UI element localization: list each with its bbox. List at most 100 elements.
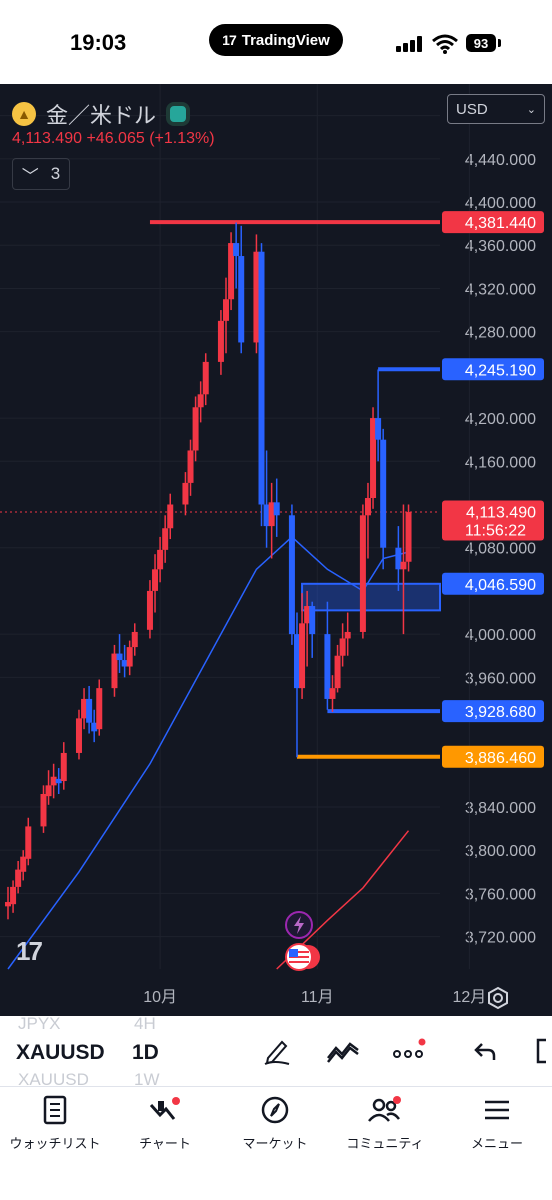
symbol-name[interactable]: 金／米ドル [46,103,157,128]
symbol-header[interactable]: ▲ 金／米ドル [12,98,191,130]
candle-body [75,718,82,753]
chart-settings-icon[interactable] [486,986,510,1010]
fullscreen-icon[interactable] [532,1036,552,1066]
tradingview-pill: 17 TradingView [209,24,343,56]
candle-body [162,528,169,550]
tab-menu[interactable]: メニュー [442,1095,552,1152]
watchlist-icon [43,1095,67,1125]
candle-body [217,320,224,362]
currency-select[interactable]: USD ⌄ [447,94,545,124]
x-tick-label: 11月 [301,989,334,1006]
price-axis-label: 3,886.460 [465,750,536,767]
candle-body [380,439,387,548]
candle-body [111,653,118,689]
scroll-ghost-symbol-bottom: XAUUSD [18,1070,89,1089]
scroll-ghost-interval-top: 4H [134,1014,156,1033]
tab-watchlist[interactable]: ウォッチリスト [0,1095,110,1152]
y-tick-label: 4,000.000 [465,627,536,644]
candle-body [263,504,270,527]
gold-bars-icon: ▲ [12,102,36,126]
candle-body [370,418,377,499]
chevron-down-icon: ⌄ [526,103,536,116]
tab-community[interactable]: コミュニティ [330,1095,440,1152]
candle-body [293,634,300,689]
lightning-event-icon[interactable] [284,910,314,940]
price-change-pct: (+1.13%) [149,130,215,147]
candle-body [364,498,371,516]
y-tick-label: 4,320.000 [465,281,536,298]
candle-body [339,638,346,656]
candle-body [197,394,204,408]
candle-body [146,590,153,630]
x-tick-label: 12月 [452,989,486,1006]
candle-body [40,794,47,827]
indicators-toggle-button[interactable]: ﹀ 3 [12,158,70,190]
candle-body [228,243,235,300]
battery-tip [498,39,501,47]
status-bar: 19:03 17 TradingView 93 [0,0,552,84]
price-axis-label-bg [442,211,544,234]
candle-body [202,361,209,395]
market-open-dot-icon [166,102,191,126]
compass-icon [261,1096,289,1124]
tab-label: メニュー [470,1136,523,1151]
drawing-pen-icon[interactable] [262,1036,292,1066]
candle-body [86,698,93,723]
interval-selector[interactable]: 1D [132,1041,159,1064]
chart-area[interactable]: 4,480.0004,440.0004,400.0004,360.0004,32… [0,84,552,1016]
candle-body [55,778,62,784]
y-tick-label: 4,400.000 [465,195,536,212]
last-price: 4,113.490 [12,130,82,147]
y-tick-label: 4,160.000 [465,454,536,471]
candle-body [309,606,316,635]
price-axis-label-bg [442,572,544,595]
y-tick-label: 4,200.000 [465,411,536,428]
tab-label: ウォッチリスト [9,1136,101,1151]
tradingview-pill-label: TradingView [241,31,330,49]
y-tick-label: 4,280.000 [465,325,536,342]
us-flag-event-icon[interactable] [284,942,324,972]
price-chart[interactable]: 4,480.0004,440.0004,400.0004,360.0004,32… [0,84,552,1016]
price-summary: 4,113.490 +46.065 (+1.13%) [12,130,215,148]
candle-body [268,502,275,527]
chart-toolbar: JPYX 4H XAUUSD 1D XAUUSD 1W [0,1014,552,1089]
tradingview-logo-icon: 17 [222,32,237,48]
candle-body [96,688,103,730]
tab-markets[interactable]: マーケット [220,1095,330,1152]
candle-body [60,752,67,782]
chevron-down-icon: ﹀ [21,166,39,186]
menu-icon [485,1100,509,1120]
currency-value: USD [456,100,488,118]
candle-body [167,504,174,529]
indicators-icon[interactable] [326,1036,360,1066]
candle-body [5,902,11,907]
candle-body [329,688,336,699]
indicators-count: 3 [50,164,61,183]
status-time: 19:03 [70,30,127,55]
community-icon [368,1096,401,1122]
candle-body [182,482,189,505]
candle-body [395,547,402,570]
tab-chart[interactable]: チャート [110,1095,220,1152]
price-axis-label: 3,928.680 [465,704,536,721]
candle-body [288,515,295,635]
candle-body [344,631,351,639]
candle-body [233,243,240,257]
price-axis-label-bg [442,358,544,381]
candle-body [45,785,52,797]
support-zone [301,582,441,612]
candle-body [253,251,260,343]
y-tick-label: 3,800.000 [465,843,536,860]
candle-body [375,418,382,440]
price-axis-label-bg [442,745,544,768]
candle-body [238,256,245,343]
moving-average-short [7,535,409,970]
candle-body [258,251,265,505]
candle-body [50,776,57,786]
undo-icon[interactable] [472,1036,500,1066]
price-axis-label: 4,113.490 [466,505,536,522]
candle-body [20,856,27,872]
candle-body [157,549,164,570]
symbol-selector[interactable]: XAUUSD [16,1041,105,1064]
more-options-icon[interactable] [392,1036,428,1066]
